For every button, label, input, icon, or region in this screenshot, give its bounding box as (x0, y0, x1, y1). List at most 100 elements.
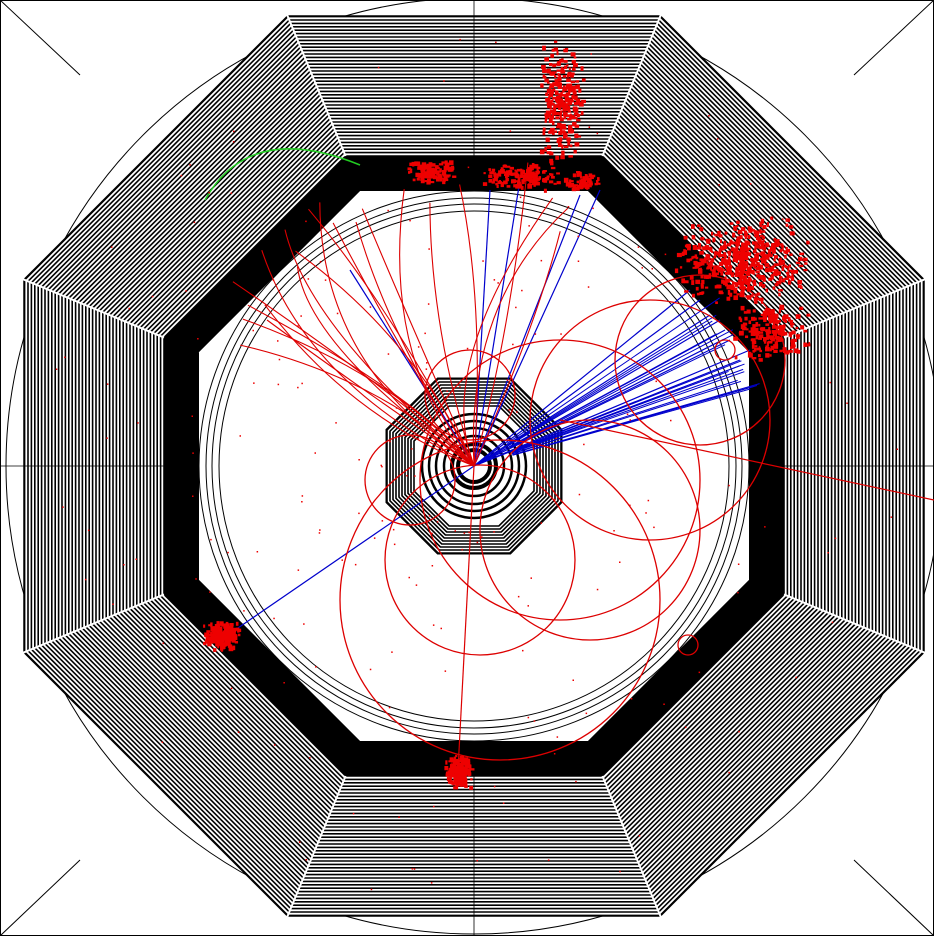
hit (746, 243, 751, 246)
hit (736, 293, 740, 296)
hit (388, 706, 391, 709)
hit (443, 173, 447, 177)
hit (578, 88, 582, 93)
hit (758, 298, 764, 302)
hit (567, 118, 572, 121)
hit (457, 762, 461, 765)
hit (765, 347, 770, 352)
hit (556, 69, 561, 72)
hit (536, 166, 539, 171)
hit (526, 169, 529, 174)
hit (747, 286, 751, 292)
hit (573, 56, 577, 59)
hit (741, 256, 744, 261)
hit (520, 171, 524, 176)
hit (729, 239, 733, 244)
hit (456, 762, 459, 766)
hit (827, 552, 829, 554)
hit (691, 256, 694, 260)
hit (789, 225, 794, 229)
hit (550, 53, 554, 58)
track (204, 148, 361, 201)
hit (590, 53, 592, 55)
hit (577, 188, 580, 191)
hit (571, 97, 575, 100)
hit (692, 245, 698, 250)
hit (594, 182, 598, 186)
hit (558, 105, 562, 110)
hit (749, 183, 752, 185)
track (511, 380, 742, 455)
hit (562, 101, 566, 107)
hit (735, 239, 739, 244)
track (361, 208, 475, 467)
hit (414, 475, 416, 477)
hit (791, 274, 794, 277)
hit (733, 226, 737, 231)
track (506, 297, 720, 444)
hit (736, 274, 740, 278)
hit (580, 66, 584, 71)
hit (542, 170, 547, 173)
hit (751, 270, 755, 275)
hit (567, 110, 572, 113)
hit (528, 169, 532, 173)
hit (431, 172, 434, 176)
hit (748, 235, 751, 239)
hit (206, 640, 210, 644)
hit (528, 225, 530, 227)
hit (717, 230, 721, 235)
hit (590, 181, 593, 185)
hit (710, 269, 716, 272)
hit (414, 161, 419, 166)
hit (744, 230, 748, 235)
track (714, 339, 736, 361)
hit (789, 253, 793, 256)
hit (439, 168, 442, 173)
hit (570, 85, 576, 91)
track (473, 179, 521, 467)
hit (256, 551, 259, 553)
hit (515, 306, 517, 309)
hit (467, 166, 470, 169)
hit (423, 172, 428, 176)
hit (412, 162, 415, 167)
hit (557, 142, 562, 148)
hit (747, 353, 753, 358)
hit (686, 246, 691, 251)
hit (797, 284, 802, 289)
hit (761, 259, 765, 264)
hit (560, 155, 565, 160)
hit (541, 64, 546, 70)
hit (230, 687, 233, 690)
hit (703, 275, 708, 279)
hit (433, 805, 435, 808)
hit (586, 176, 589, 180)
hit (572, 106, 578, 112)
hit (700, 274, 704, 279)
hit (696, 246, 702, 250)
hit (756, 236, 761, 241)
hit (520, 168, 523, 172)
hit (536, 177, 541, 181)
hit (510, 172, 514, 176)
hit (728, 484, 730, 487)
hit (426, 163, 430, 168)
hit (566, 84, 571, 90)
hit (765, 353, 770, 358)
hit (732, 232, 736, 238)
hit (701, 258, 707, 264)
hit (578, 102, 584, 107)
hit (769, 354, 772, 357)
sector-edge (21, 593, 165, 655)
hit (557, 82, 563, 86)
hit (567, 72, 571, 76)
hit (318, 532, 321, 534)
hit (741, 270, 746, 273)
hit (555, 81, 559, 84)
hit (503, 164, 507, 168)
hit (559, 114, 562, 119)
hit (752, 279, 757, 285)
hit (211, 626, 216, 631)
hit (738, 274, 743, 279)
